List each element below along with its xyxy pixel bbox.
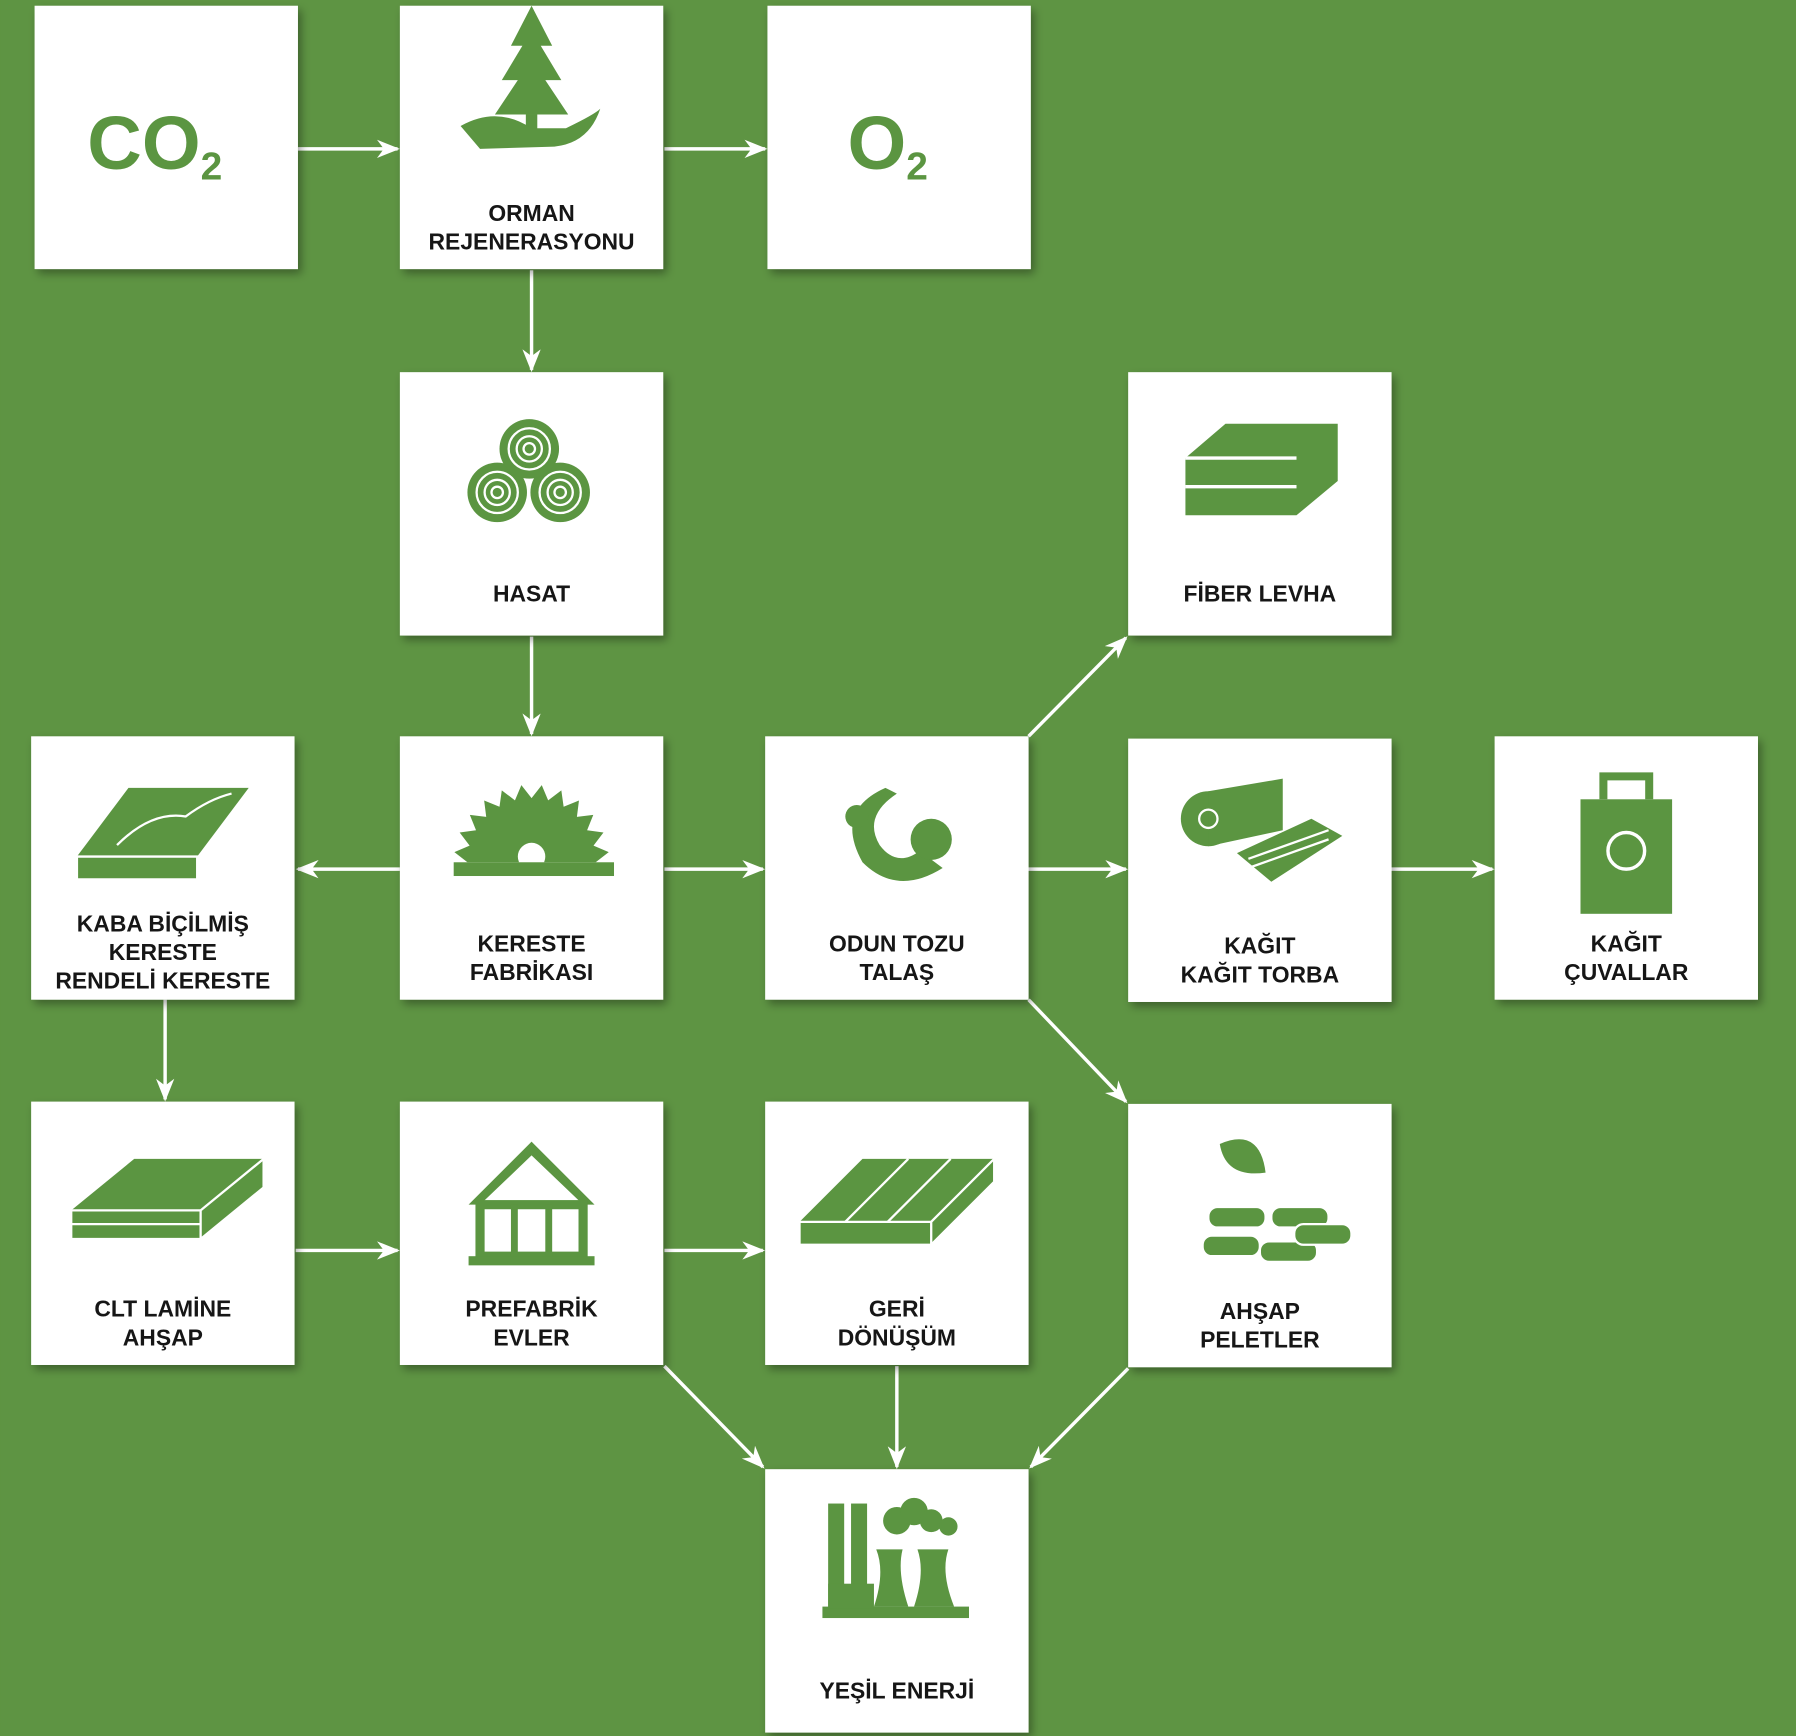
node-label: RENDELİ KERESTE (55, 968, 270, 994)
node-label: KERESTE (109, 939, 217, 965)
node: KAĞIT ÇUVALLAR (1495, 736, 1758, 999)
pellet-icon (1208, 1207, 1265, 1228)
node: ODUN TOZU TALAŞ (765, 736, 1028, 999)
node: HASAT (400, 372, 663, 635)
diagram: CO2ORMANREJENERASYONUO2HASATFİBER LEVHAK… (0, 0, 1796, 1736)
node-label: PELETLER (1200, 1327, 1320, 1353)
formula-symbol: CO (87, 102, 200, 186)
node-label: YEŞİL ENERJİ (819, 1678, 974, 1704)
node-label: KABA BİÇİLMİŞ (77, 910, 249, 936)
shaving-curl (845, 805, 868, 828)
node: CO2 (35, 6, 298, 269)
node-label: KAĞIT (1591, 930, 1662, 956)
node-label: AHŞAP (1220, 1298, 1300, 1324)
node: KABA BİÇİLMİŞ KERESTE RENDELİ KERESTE (31, 736, 294, 999)
pellet-icon (1294, 1224, 1351, 1245)
board-edge (77, 857, 197, 880)
house-base (469, 1256, 595, 1265)
node-label: KAĞIT TORBA (1181, 961, 1340, 987)
smoke (920, 1509, 943, 1532)
node-label: FABRİKASI (470, 959, 593, 985)
factory-block (828, 1584, 874, 1609)
node-label: CLT LAMİNE (94, 1296, 231, 1322)
node-label: REJENERASYONU (429, 228, 635, 254)
node: YEŞİL ENERJİ (765, 1469, 1028, 1732)
node-label: ÇUVALLAR (1564, 959, 1689, 985)
node-label: FİBER LEVHA (1184, 581, 1337, 607)
node-label: DÖNÜŞÜM (838, 1324, 956, 1350)
node: FİBER LEVHA (1128, 372, 1391, 635)
node-label: ODUN TOZU (829, 930, 965, 956)
pellet-icon (1203, 1236, 1260, 1257)
node-label: KERESTE (477, 930, 585, 956)
node-label: HASAT (493, 581, 570, 607)
node: KERESTE FABRİKASI (400, 736, 663, 999)
node-label: AHŞAP (123, 1324, 203, 1350)
node-label: ORMAN (488, 200, 574, 226)
node-label: TALAŞ (860, 959, 935, 985)
smoke (939, 1517, 957, 1535)
formula-symbol: O (847, 102, 906, 186)
node-label: EVLER (493, 1324, 570, 1350)
node-label: PREFABRİK (465, 1296, 598, 1322)
node-label: GERİ (869, 1296, 925, 1322)
bag-icon (1580, 799, 1672, 914)
formula-subscript: 2 (906, 146, 928, 189)
formula-subscript: 2 (201, 146, 223, 189)
shaving-curl (911, 819, 952, 860)
node: O2 (767, 6, 1030, 269)
node: AHŞAP PELETLER (1128, 1104, 1391, 1367)
saw-table (454, 862, 614, 876)
node-label: KAĞIT (1224, 933, 1295, 959)
